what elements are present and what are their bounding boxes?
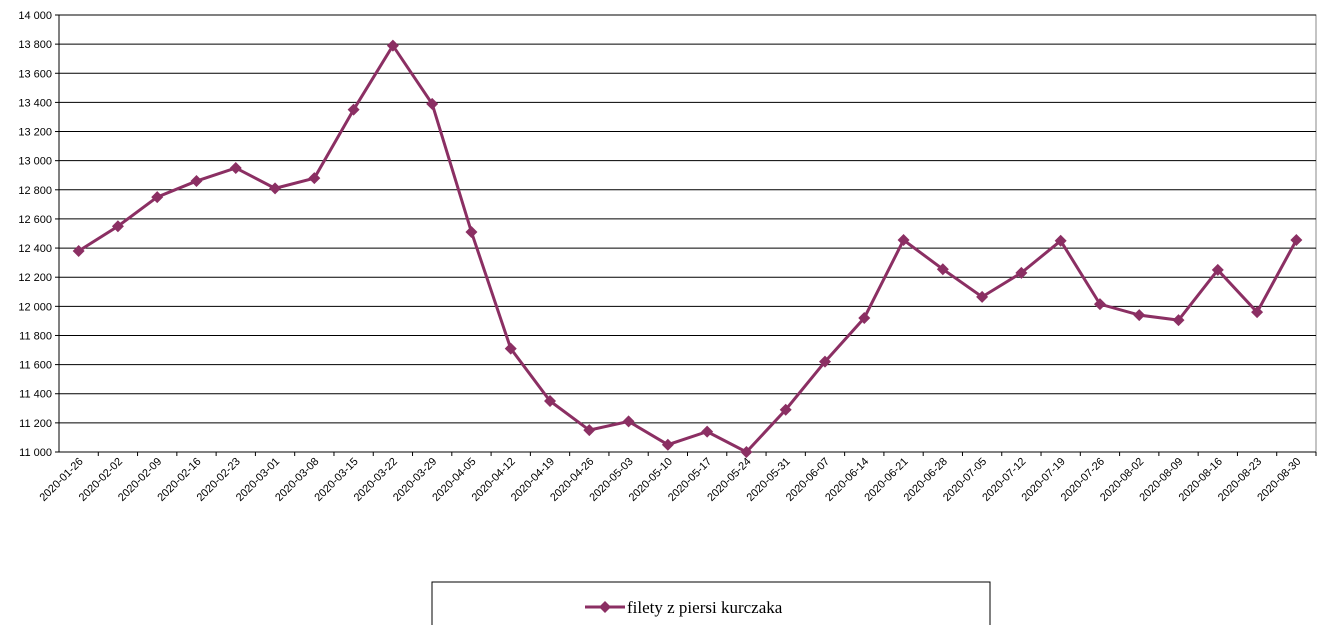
data-point [622, 415, 635, 428]
y-tick-label: 12 600 [18, 214, 52, 226]
plot-area [58, 14, 1317, 453]
y-tick-label: 11 600 [19, 360, 52, 372]
y-tick-label: 12 200 [18, 272, 52, 284]
legend-marker [599, 601, 611, 613]
data-point [740, 446, 753, 458]
y-tick-label: 12 800 [18, 185, 52, 197]
data-point [1093, 298, 1106, 311]
y-tick-label: 13 400 [18, 97, 52, 109]
y-tick-label: 14 000 [18, 10, 52, 22]
data-point [1251, 306, 1264, 319]
data-point [347, 103, 360, 116]
data-point [1172, 314, 1185, 327]
y-tick-label: 12 000 [18, 301, 52, 313]
data-point [269, 182, 282, 195]
data-point [229, 161, 242, 174]
data-point [661, 438, 674, 451]
legend-box [431, 581, 991, 625]
data-point [111, 220, 124, 233]
data-point [308, 172, 321, 185]
data-point [504, 342, 517, 355]
data-point [151, 191, 164, 204]
data-point [72, 244, 85, 257]
y-tick-label: 11 000 [19, 447, 52, 459]
data-point [1054, 234, 1067, 247]
y-tick-label: 13 800 [18, 39, 52, 51]
data-point [1211, 263, 1224, 276]
data-point [897, 234, 910, 247]
data-point [818, 355, 831, 368]
y-tick-label: 13 600 [18, 68, 52, 80]
data-point [936, 263, 949, 276]
data-point [701, 425, 714, 438]
data-point [426, 97, 439, 110]
y-tick-label: 13 200 [18, 127, 52, 139]
data-point [544, 395, 557, 408]
y-tick-label: 11 200 [19, 418, 52, 430]
legend-label: filety z piersi kurczaka [627, 598, 783, 617]
data-point [1290, 234, 1303, 247]
data-point [976, 290, 989, 303]
data-point [190, 175, 203, 188]
data-point [779, 403, 792, 416]
y-tick-label: 12 400 [18, 243, 52, 255]
y-tick-label: 13 000 [18, 156, 52, 168]
data-point [386, 39, 399, 52]
data-point [858, 311, 871, 324]
series-line [77, 42, 1298, 454]
y-tick-label: 11 400 [19, 389, 52, 401]
data-point [1133, 309, 1146, 322]
data-point [583, 424, 596, 437]
y-tick-label: 11 800 [19, 330, 52, 342]
data-point [465, 226, 478, 239]
data-point [1015, 266, 1028, 279]
